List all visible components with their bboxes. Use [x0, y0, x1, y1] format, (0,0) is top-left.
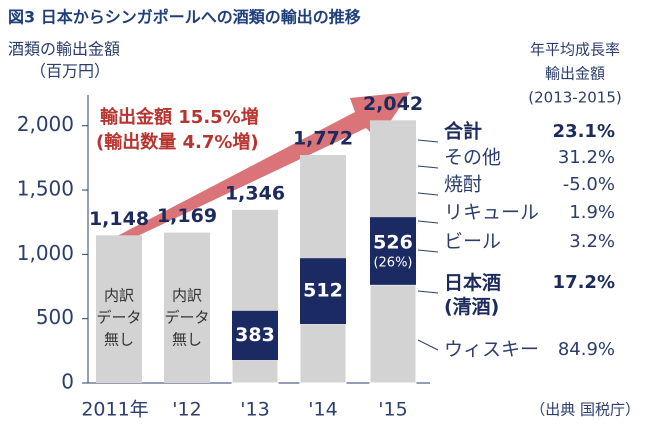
- segment: [232, 310, 278, 361]
- legend-name: リキュール: [444, 202, 539, 224]
- no-breakdown-note: 無し: [104, 331, 134, 349]
- legend-header: (2013-2015): [528, 89, 621, 107]
- leader-line: [417, 220, 439, 224]
- no-breakdown-note: 内訳: [104, 287, 134, 305]
- no-breakdown-note: 内訳: [172, 287, 202, 305]
- legend-name-line: 日本酒: [444, 271, 501, 294]
- segment-label: 512: [303, 280, 343, 302]
- legend-rate: 17.2%: [553, 272, 615, 293]
- segment-label: 526: [373, 232, 413, 254]
- legend-rate: 1.9%: [569, 202, 615, 223]
- segment: [300, 258, 346, 325]
- y-axis-unit: （百万円）: [30, 62, 110, 81]
- leader-line: [417, 192, 439, 196]
- legend-rate: 31.2%: [558, 147, 615, 168]
- legend-header: 輸出金額: [545, 65, 605, 83]
- leader-line: [417, 165, 439, 169]
- leader-line: [417, 290, 439, 294]
- leader-line: [417, 249, 439, 253]
- x-tick-label: 2011年: [81, 399, 148, 421]
- y-tick-label: 1,000: [17, 241, 74, 265]
- total-label: 1,346: [225, 182, 285, 204]
- legend-rate: -5.0%: [563, 174, 615, 195]
- chart-title: 図3 日本からシンガポールへの酒類の輸出の推移: [8, 8, 361, 27]
- legend-header: 年平均成長率: [530, 41, 620, 59]
- y-tick-label: 1,500: [17, 177, 74, 201]
- legend-name: 焼酎: [444, 174, 482, 196]
- x-tick-label: '14: [308, 399, 337, 421]
- segment: [369, 284, 417, 384]
- arrow-annotation: (輸出数量 4.7%増): [96, 131, 259, 153]
- leader-line: [417, 139, 439, 143]
- y-tick-label: 2,000: [17, 112, 74, 136]
- total-label: 2,042: [363, 93, 423, 115]
- legend-rate: 84.9%: [558, 339, 615, 360]
- segment: [299, 323, 347, 384]
- x-tick-label: '12: [172, 399, 201, 421]
- source: （出典 国税庁）: [530, 401, 640, 419]
- y-axis-label: 酒類の輸出金額: [8, 40, 120, 59]
- arrow-annotation: 輸出金額 15.5%増: [100, 106, 259, 128]
- no-breakdown-note: データ: [164, 309, 209, 327]
- legend-name: ウィスキー: [444, 339, 539, 361]
- segment: [231, 359, 279, 384]
- total-label: 1,148: [89, 208, 149, 230]
- no-breakdown-note: 無し: [172, 331, 202, 349]
- x-tick-label: '13: [240, 399, 269, 421]
- total-bar: [96, 235, 142, 383]
- leader-line: [417, 339, 439, 351]
- legend-name: ビール: [444, 231, 501, 253]
- legend-name-line: (清酒): [444, 295, 499, 318]
- segment-label: 383: [235, 324, 275, 346]
- legend-name: 合計: [444, 120, 482, 143]
- legend-rate: 3.2%: [569, 231, 615, 252]
- legend-name: その他: [444, 147, 501, 169]
- legend-name: 日本酒(清酒): [444, 271, 501, 318]
- x-tick-label: '15: [378, 399, 407, 421]
- share-label: (26%): [373, 256, 412, 271]
- y-tick-label: 0: [61, 370, 74, 394]
- total-bar: [164, 232, 210, 383]
- segment: [370, 217, 416, 285]
- growth-arrow: [100, 92, 410, 250]
- no-breakdown-note: データ: [96, 309, 141, 327]
- legend-rate: 23.1%: [553, 121, 615, 142]
- y-tick-label: 500: [36, 305, 74, 329]
- total-label: 1,772: [293, 128, 353, 150]
- total-label: 1,169: [157, 205, 217, 227]
